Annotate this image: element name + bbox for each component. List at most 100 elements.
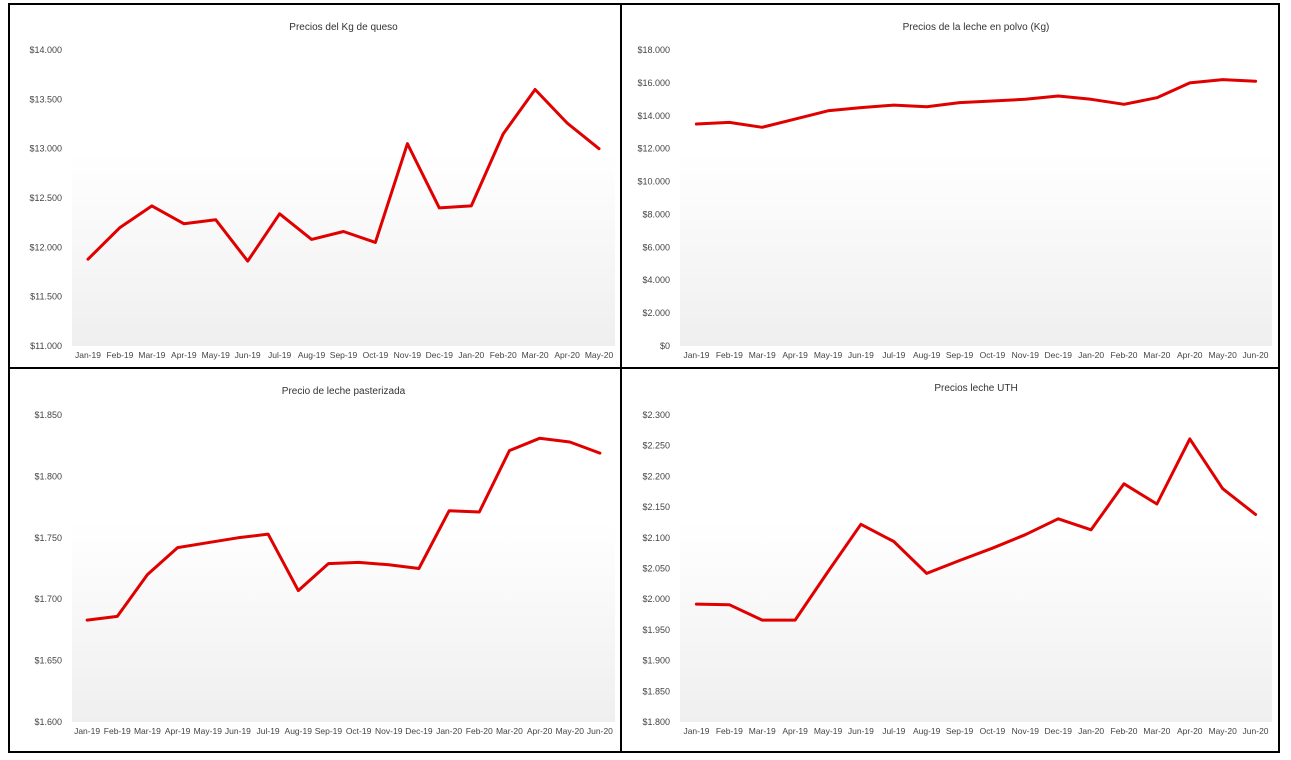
chart-svg: Precio de leche pasterizada $1.600 $1.650 $… bbox=[34, 386, 615, 736]
y-tick-label: $14.000 bbox=[29, 45, 62, 55]
data-point bbox=[86, 257, 90, 261]
y-tick-label: $1.750 bbox=[34, 533, 62, 543]
data-point bbox=[118, 226, 122, 229]
data-point bbox=[310, 238, 313, 241]
y-tick-label: $1.600 bbox=[34, 717, 62, 727]
horizontal-divider bbox=[8, 367, 1280, 369]
y-tick-label: $12.500 bbox=[29, 193, 62, 203]
x-tick-label: Dec-19 bbox=[426, 350, 454, 360]
chart-svg: Precios de la leche en polvo (Kg) $0 $2.00… bbox=[637, 22, 1272, 360]
data-point bbox=[695, 122, 698, 126]
x-tick-label: Feb-20 bbox=[490, 350, 517, 360]
chart-title: Precios leche UTH bbox=[934, 383, 1017, 394]
y-tick-label: $2.200 bbox=[642, 471, 670, 481]
data-point bbox=[478, 510, 481, 514]
data-point bbox=[206, 541, 209, 544]
data-point bbox=[1089, 528, 1093, 532]
data-point bbox=[374, 241, 377, 244]
x-tick-label: Feb-20 bbox=[1111, 350, 1138, 360]
plot-area bbox=[680, 415, 1272, 722]
data-point bbox=[958, 101, 961, 104]
x-tick-label: Jul-19 bbox=[882, 726, 905, 736]
data-point bbox=[1057, 517, 1060, 520]
data-point bbox=[695, 602, 698, 606]
y-tick-label: $11.500 bbox=[30, 292, 62, 302]
data-point bbox=[502, 132, 505, 136]
data-point bbox=[925, 105, 928, 108]
x-tick-label: Oct-19 bbox=[980, 726, 1006, 736]
x-tick-label: Mar-19 bbox=[749, 726, 776, 736]
x-tick-label: Aug-19 bbox=[913, 350, 941, 360]
x-tick-label: Sep-19 bbox=[330, 350, 358, 360]
data-point bbox=[1024, 533, 1027, 536]
series-line bbox=[694, 437, 1258, 622]
x-tick-label: Feb-19 bbox=[716, 726, 743, 736]
x-tick-label: Apr-20 bbox=[527, 726, 553, 736]
data-point bbox=[1057, 94, 1060, 98]
data-point bbox=[1089, 98, 1093, 101]
data-point bbox=[1155, 502, 1159, 506]
x-tick-label: Nov-19 bbox=[375, 726, 403, 736]
y-tick-label: $1.850 bbox=[642, 686, 670, 696]
y-tick-label: $1.800 bbox=[34, 471, 62, 481]
chart-title: Precio de leche pasterizada bbox=[282, 386, 406, 397]
x-tick-label: Sep-19 bbox=[315, 726, 343, 736]
x-tick-label: Feb-20 bbox=[466, 726, 493, 736]
data-point bbox=[892, 103, 895, 107]
data-point bbox=[826, 570, 830, 573]
y-tick-label: $2.000 bbox=[642, 594, 670, 604]
data-point bbox=[565, 121, 569, 125]
x-tick-label: Jun-20 bbox=[1243, 726, 1269, 736]
x-tick-label: Nov-19 bbox=[1012, 350, 1040, 360]
x-tick-label: Aug-19 bbox=[298, 350, 326, 360]
x-tick-label: Mar-19 bbox=[134, 726, 161, 736]
x-tick-label: Oct-19 bbox=[346, 726, 372, 736]
data-point bbox=[1188, 81, 1191, 85]
x-tick-label: Mar-19 bbox=[138, 350, 165, 360]
data-point bbox=[761, 618, 764, 622]
data-point bbox=[991, 547, 994, 550]
data-point bbox=[357, 561, 360, 564]
chart-title: Precios de la leche en polvo (Kg) bbox=[903, 22, 1050, 33]
x-tick-label: Jun-20 bbox=[587, 726, 613, 736]
x-tick-label: Dec-19 bbox=[1045, 350, 1073, 360]
data-point bbox=[958, 559, 961, 562]
x-tick-label: May-20 bbox=[1208, 350, 1237, 360]
x-tick-label: Jan-20 bbox=[1078, 350, 1104, 360]
plot-area bbox=[680, 50, 1272, 346]
chart-svg: Precios leche UTH $1.800 $1.850 $1.900 $1.95… bbox=[642, 383, 1272, 736]
y-tick-label: $1.900 bbox=[642, 656, 670, 666]
data-point bbox=[793, 618, 797, 622]
x-tick-label: Jan-20 bbox=[436, 726, 462, 736]
data-point bbox=[297, 589, 300, 592]
plot-area bbox=[72, 415, 615, 722]
y-tick-label: $16.000 bbox=[637, 78, 670, 88]
x-tick-label: Jan-20 bbox=[458, 350, 484, 360]
y-tick-label: $1.800 bbox=[642, 717, 670, 727]
x-tick-label: Jun-19 bbox=[848, 726, 874, 736]
x-tick-label: Jun-20 bbox=[1243, 350, 1269, 360]
data-point bbox=[1122, 482, 1126, 485]
data-point bbox=[246, 259, 249, 263]
x-tick-label: Mar-19 bbox=[749, 350, 776, 360]
y-tick-label: $18.000 bbox=[637, 45, 670, 55]
vertical-divider bbox=[620, 3, 622, 753]
data-point bbox=[417, 567, 421, 570]
chart-grid-frame bbox=[8, 3, 1280, 753]
y-tick-label: $10.000 bbox=[637, 177, 670, 187]
chart-title: Precios del Kg de queso bbox=[289, 22, 398, 33]
x-tick-label: Dec-19 bbox=[1045, 726, 1073, 736]
x-tick-label: Feb-19 bbox=[716, 350, 743, 360]
x-tick-label: Dec-19 bbox=[405, 726, 433, 736]
y-tick-label: $14.000 bbox=[637, 111, 670, 121]
x-tick-label: Oct-19 bbox=[980, 350, 1006, 360]
chart-panel-leche-polvo: Precios de la leche en polvo (Kg) $0 $2.00… bbox=[622, 5, 1278, 367]
data-point bbox=[236, 536, 240, 539]
data-point bbox=[146, 573, 149, 576]
data-point bbox=[925, 572, 928, 575]
data-point bbox=[1155, 96, 1159, 99]
y-tick-label: $2.050 bbox=[642, 564, 670, 574]
x-tick-label: May-20 bbox=[585, 350, 614, 360]
data-point bbox=[1024, 98, 1027, 101]
x-tick-label: Apr-20 bbox=[1177, 726, 1203, 736]
